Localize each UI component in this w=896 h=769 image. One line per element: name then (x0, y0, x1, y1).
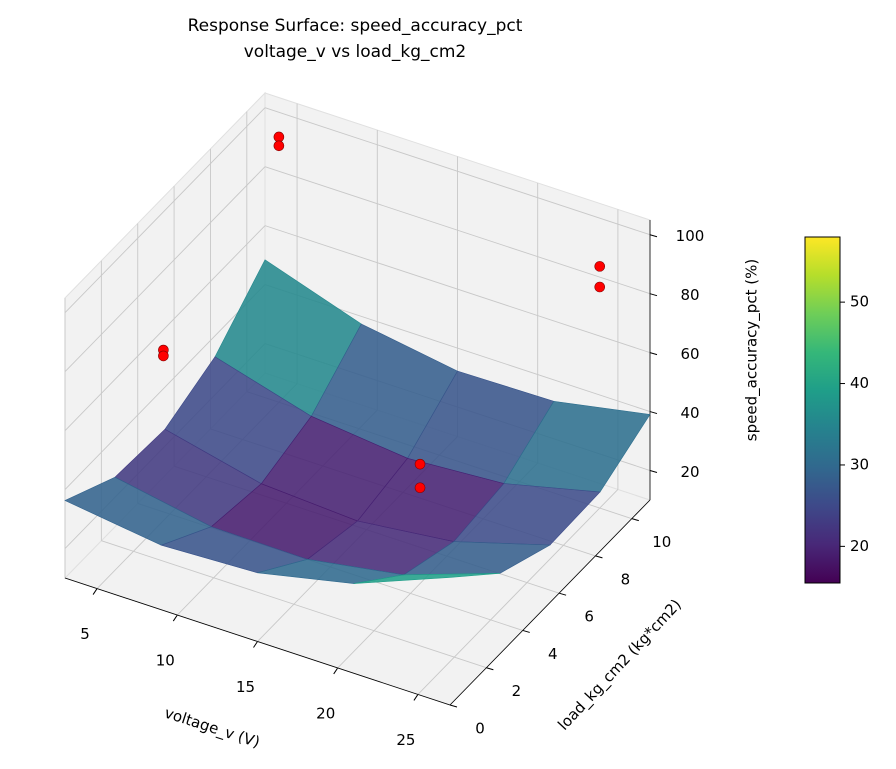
x-tick-label: 15 (236, 678, 255, 696)
tick-mark (333, 667, 339, 675)
tick-mark (92, 588, 98, 595)
tick-mark (253, 641, 258, 648)
tick-mark (172, 614, 178, 622)
colorbar-tick-label: 40 (850, 374, 869, 392)
grid-line (264, 225, 651, 354)
tick-mark (649, 470, 658, 474)
chart-subtitle: voltage_v vs load_kg_cm2 (244, 42, 467, 62)
point (273, 131, 285, 143)
tick-mark (631, 518, 639, 522)
z-tick-label: 80 (680, 286, 699, 304)
tick-mark (413, 694, 419, 701)
grid-line (417, 489, 619, 695)
grid-line (64, 284, 266, 490)
tick-mark (649, 293, 658, 297)
grid-line (64, 107, 266, 314)
colorbar-tick-label: 30 (850, 455, 869, 473)
point (594, 281, 606, 293)
y-tick-label: 0 (475, 720, 485, 738)
grid-line (264, 107, 651, 236)
tick-mark (649, 411, 658, 415)
axis-line (449, 499, 651, 706)
tick-mark (649, 234, 658, 238)
chart-title: Response Surface: speed_accuracy_pct (188, 16, 523, 36)
tick-mark (486, 667, 494, 671)
grid-line (64, 166, 266, 372)
x-tick-label: 20 (316, 704, 335, 722)
point (273, 140, 285, 152)
x-tick-label: 5 (80, 625, 90, 643)
colorbar-tick-label: 50 (850, 293, 869, 311)
grid-line (264, 166, 651, 295)
colorbar-tick-label: 20 (850, 537, 869, 555)
tick-mark (649, 352, 658, 356)
colorbar (804, 236, 841, 584)
point (414, 482, 426, 494)
y-axis-label: load_kg_cm2 (kg*cm2) (554, 596, 685, 735)
axis-line (64, 577, 451, 706)
z-axis-label: speed_accuracy_pct (%) (743, 259, 762, 441)
y-tick-label: 4 (548, 645, 558, 663)
z-tick-label: 40 (680, 404, 699, 422)
tick-mark (558, 592, 567, 596)
z-tick-label: 100 (676, 227, 705, 245)
y-tick-label: 10 (652, 533, 671, 551)
tick-mark (449, 704, 458, 708)
grid-line (101, 540, 487, 669)
x-tick-label: 10 (156, 652, 175, 670)
point (158, 350, 169, 362)
tick-mark (595, 555, 603, 559)
surface-patch (353, 573, 501, 584)
z-tick-label: 20 (680, 463, 699, 481)
tick-mark (522, 629, 530, 633)
y-tick-label: 8 (621, 570, 631, 588)
y-tick-label: 6 (584, 608, 594, 626)
point (594, 261, 606, 272)
grid-line (64, 225, 266, 431)
x-tick-label: 25 (396, 731, 415, 749)
point (414, 458, 426, 470)
z-tick-label: 60 (680, 345, 699, 363)
y-tick-label: 2 (512, 682, 522, 700)
x-axis-label: voltage_v (V) (162, 704, 262, 753)
